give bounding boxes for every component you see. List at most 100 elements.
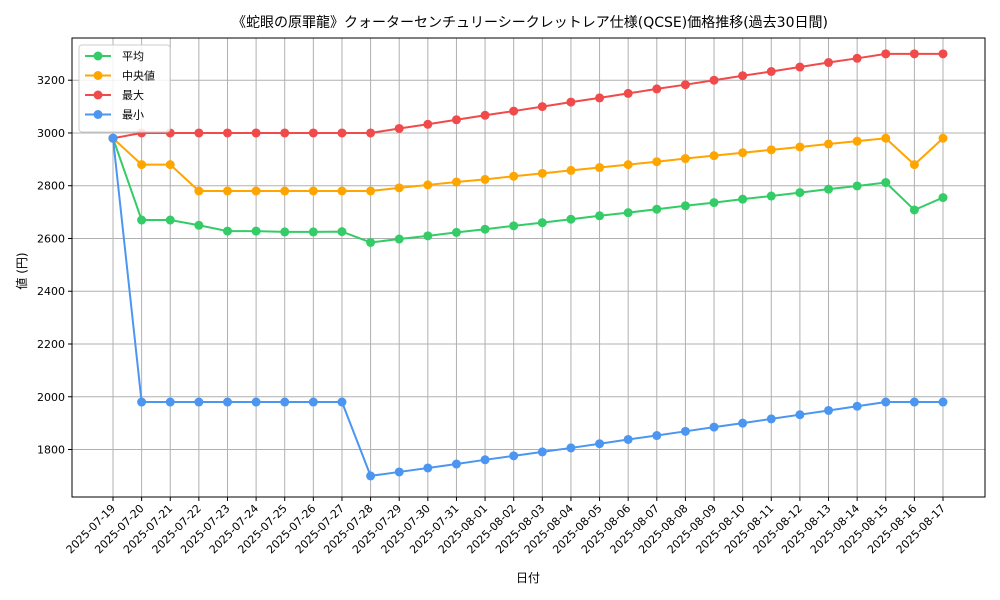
y-tick-label: 1800 <box>37 444 65 457</box>
data-point <box>652 431 662 441</box>
grid-lines <box>72 38 985 497</box>
data-point <box>366 237 376 247</box>
data-point <box>423 463 433 473</box>
data-point <box>394 183 404 193</box>
data-point <box>394 234 404 244</box>
data-point <box>308 186 318 196</box>
data-point <box>652 157 662 167</box>
data-point <box>795 62 805 72</box>
data-point <box>165 215 175 225</box>
data-point <box>280 128 290 138</box>
data-point <box>480 455 490 465</box>
data-point <box>480 174 490 184</box>
data-point <box>824 405 834 415</box>
series-line <box>112 137 944 244</box>
data-point <box>251 397 261 407</box>
data-point <box>222 397 232 407</box>
data-point <box>194 397 204 407</box>
x-axis-title: 日付 <box>516 571 540 585</box>
data-point <box>595 163 605 173</box>
data-point <box>909 49 919 59</box>
data-point <box>566 97 576 107</box>
data-point <box>509 171 519 181</box>
legend-label: 最小 <box>122 109 144 122</box>
data-point <box>337 227 347 237</box>
legend-marker <box>93 110 103 119</box>
series-line <box>112 137 944 192</box>
data-point <box>251 226 261 236</box>
legend-item: 最大 <box>85 88 144 102</box>
data-point <box>366 186 376 196</box>
data-point <box>824 184 834 194</box>
data-point <box>938 397 948 407</box>
data-point <box>766 191 776 201</box>
data-point <box>537 102 547 112</box>
data-point <box>795 142 805 152</box>
data-point <box>795 188 805 198</box>
data-point <box>738 194 748 204</box>
data-point <box>824 139 834 149</box>
data-point <box>108 133 118 143</box>
data-point <box>938 133 948 143</box>
data-point <box>595 439 605 449</box>
series-2 <box>108 49 948 143</box>
data-point <box>566 214 576 224</box>
data-point <box>852 53 862 63</box>
series-layer <box>108 49 948 481</box>
data-point <box>709 198 719 208</box>
data-point <box>938 193 948 203</box>
data-point <box>308 227 318 237</box>
legend-label: 中央値 <box>122 70 155 83</box>
data-point <box>595 211 605 221</box>
data-point <box>280 397 290 407</box>
data-point <box>480 110 490 120</box>
data-point <box>137 397 147 407</box>
data-point <box>623 208 633 218</box>
legend-marker <box>93 90 103 100</box>
data-point <box>394 467 404 477</box>
data-point <box>509 221 519 231</box>
data-point <box>623 160 633 170</box>
legend-marker <box>93 71 103 80</box>
data-point <box>222 226 232 236</box>
data-point <box>222 128 232 138</box>
data-point <box>852 181 862 191</box>
data-point <box>366 128 376 138</box>
data-point <box>194 220 204 230</box>
x-axis: 2025-07-192025-07-202025-07-212025-07-22… <box>64 497 948 556</box>
data-point <box>251 186 261 196</box>
data-point <box>795 410 805 420</box>
data-point <box>852 401 862 411</box>
y-axis-title: 値 (円) <box>14 252 29 289</box>
y-tick-label: 2800 <box>37 180 65 193</box>
legend-item: 平均 <box>85 50 144 63</box>
data-point <box>623 88 633 98</box>
legend-label: 平均 <box>122 50 144 63</box>
data-point <box>280 186 290 196</box>
y-axis: 1800 2000 2200 2400 2600 2800 3000 3200 <box>37 74 72 457</box>
data-point <box>194 186 204 196</box>
data-point <box>337 397 347 407</box>
data-point <box>165 397 175 407</box>
legend-item: 最小 <box>85 109 144 122</box>
data-point <box>222 186 232 196</box>
data-point <box>909 160 919 170</box>
data-point <box>680 154 690 164</box>
data-point <box>766 67 776 77</box>
data-point <box>194 128 204 138</box>
data-point <box>566 165 576 175</box>
y-tick-label: 2200 <box>37 338 65 351</box>
series-3 <box>108 133 948 481</box>
y-tick-label: 2600 <box>37 232 65 245</box>
y-tick-label: 2000 <box>37 391 65 404</box>
data-point <box>308 128 318 138</box>
data-point <box>137 215 147 225</box>
data-point <box>709 422 719 432</box>
legend-label: 最大 <box>122 88 144 102</box>
data-point <box>909 205 919 215</box>
data-point <box>738 418 748 428</box>
series-line <box>112 138 943 477</box>
data-point <box>881 397 891 407</box>
data-point <box>137 160 147 170</box>
